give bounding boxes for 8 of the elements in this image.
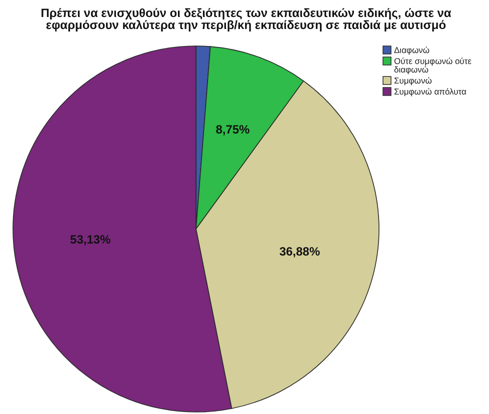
data-label: 53,13% [70, 232, 112, 246]
chart-title: Πρέπει να ενισχυθούν οι δεξιότητες των εκπαιδευτικών ειδικής, ώστε να εφαρμόσουν καλύτερα την περιβ/κή εκπαίδευση σε παιδιά με αυτισμό [40, 6, 452, 32]
legend-label: Διαφωνώ [394, 45, 430, 55]
data-label: 36,88% [279, 244, 320, 259]
legend-label: Συμφωνώ απόλυτα [394, 86, 466, 96]
legend-label: Ούτε συμφωνώ ούτε διαφωνώ [394, 56, 472, 74]
legend-label: Συμφωνώ [394, 76, 432, 86]
data-label: 8,75% [216, 122, 250, 136]
